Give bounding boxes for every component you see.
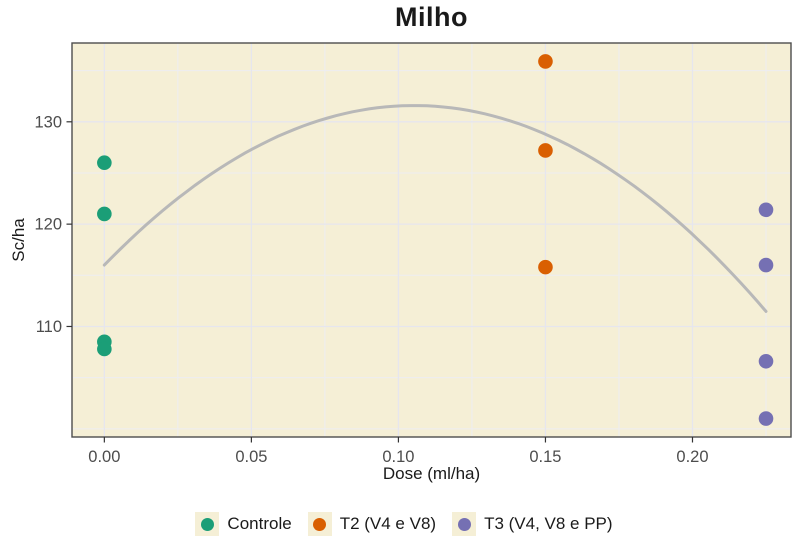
y-tick-label: 110 xyxy=(36,318,62,336)
series-1-points xyxy=(97,155,112,357)
x-tick-label: 0.05 xyxy=(235,448,267,466)
x-tick-labels: 0.00 0.05 0.10 0.15 0.20 xyxy=(88,448,708,466)
data-point xyxy=(97,341,112,357)
y-tick-label: 130 xyxy=(34,113,62,131)
legend-label: T3 (V4, V8 e PP) xyxy=(484,514,613,533)
x-tick-label: 0.15 xyxy=(529,448,561,466)
trend-line xyxy=(102,104,768,313)
data-point xyxy=(758,353,774,369)
x-tick-label: 0.10 xyxy=(382,448,414,466)
axis-ticks xyxy=(66,121,694,443)
x-tick-label: 0.00 xyxy=(88,448,120,466)
legend-dot-icon xyxy=(200,517,214,531)
legend-item: T2 (V4 e V8) xyxy=(307,512,437,536)
data-point xyxy=(758,257,774,273)
legend-label: Controle xyxy=(227,514,292,533)
y-tick-labels: 110 120 130 xyxy=(34,113,62,336)
series-2-points xyxy=(538,54,553,275)
data-point xyxy=(538,259,553,275)
data-point xyxy=(758,411,774,426)
legend-key xyxy=(195,512,220,536)
gridlines-minor xyxy=(72,43,791,437)
y-axis-title: Sc/ha xyxy=(9,218,28,262)
legend: Controle T2 (V4 e V8) T3 (V4, V8 e PP) xyxy=(0,504,808,544)
data-point xyxy=(758,202,774,218)
data-point xyxy=(538,143,553,158)
plot-canvas: 0.00 0.05 0.10 0.15 0.20 110 120 130 xyxy=(34,42,792,466)
chart-title: Milho xyxy=(395,2,468,32)
legend-item: T3 (V4, V8 e PP) xyxy=(452,512,613,536)
data-point xyxy=(97,206,112,222)
gridlines-major xyxy=(72,43,791,437)
y-tick-label: 120 xyxy=(34,216,62,234)
panel-border xyxy=(71,42,792,438)
legend-key xyxy=(452,512,477,536)
panel-background xyxy=(72,43,791,437)
x-axis-title: Dose (ml/ha) xyxy=(382,464,481,483)
x-tick-label: 0.20 xyxy=(676,448,708,466)
data-point xyxy=(97,155,112,171)
legend-item: Controle xyxy=(195,512,292,536)
legend-key xyxy=(307,512,332,536)
legend-dot-icon xyxy=(457,517,471,531)
series-3-points xyxy=(758,202,774,426)
legend-label: T2 (V4 e V8) xyxy=(339,514,437,533)
data-point xyxy=(538,54,553,69)
legend-dot-icon xyxy=(313,517,327,531)
